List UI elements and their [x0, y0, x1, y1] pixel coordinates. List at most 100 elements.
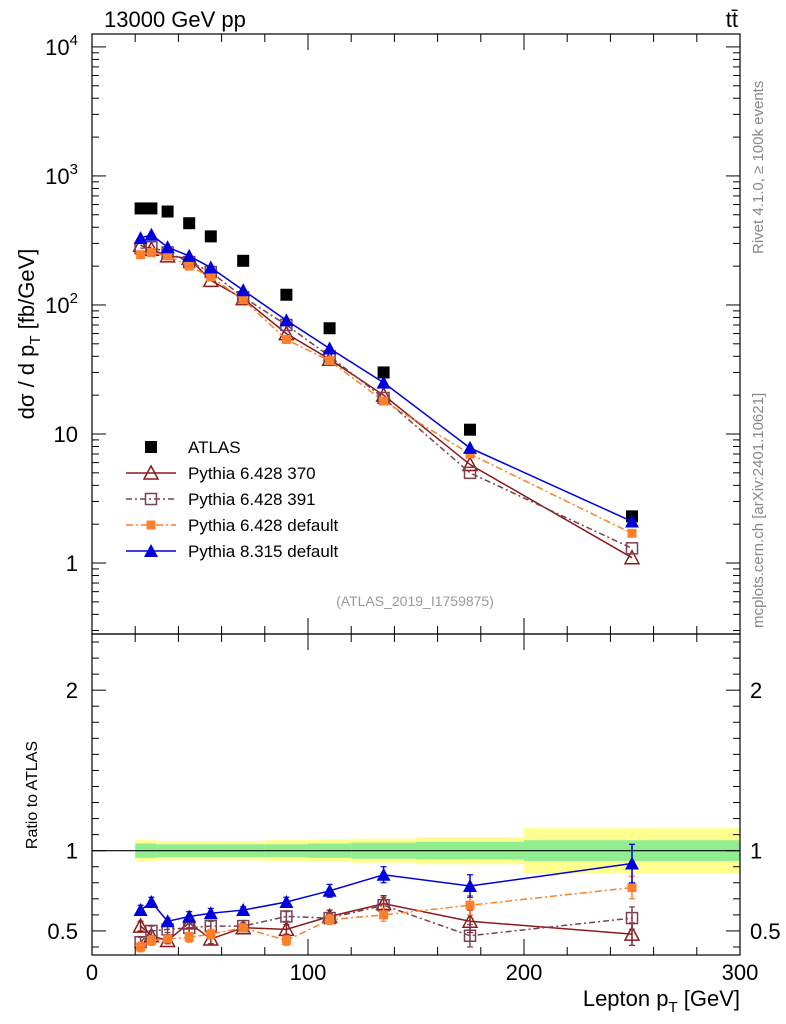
ratio-point-p370	[623, 925, 641, 941]
data-point-atlas	[280, 288, 293, 301]
data-point-p6def	[206, 272, 216, 282]
data-point-p8def	[203, 260, 218, 274]
data-point-p8def	[236, 283, 251, 297]
data-point-p6def	[627, 528, 637, 538]
data-point-p8def	[463, 440, 477, 454]
main-y-axis-label: dσ / d pT [fb/GeV]	[14, 249, 44, 420]
series-p6def	[136, 248, 637, 538]
ratio-point-p8def	[133, 903, 148, 917]
legend-label: Pythia 8.315 default	[188, 542, 339, 561]
legend-marker	[144, 544, 158, 557]
legend-label: Pythia 6.428 default	[188, 516, 339, 535]
data-point-p6def	[325, 356, 335, 366]
ratio-point-p6def	[325, 915, 335, 925]
ratio-point-p6def	[379, 910, 389, 920]
ratio-point-p8def	[625, 856, 639, 870]
ratio-point-p6def	[281, 936, 291, 946]
data-point-p6def	[281, 334, 291, 344]
data-point-p8def	[133, 231, 148, 245]
mcplots-label: mcplots.cern.ch [arXiv:2401.10621]	[750, 393, 767, 628]
data-point-atlas	[145, 202, 158, 215]
ratio-point-p6def	[238, 923, 248, 933]
ratio-y-tick-label: 0.5	[47, 919, 78, 944]
main-x-axis	[91, 34, 741, 634]
ratio-point-p6def	[146, 936, 156, 946]
ratio-point-p391	[625, 911, 639, 925]
ratio-point-p6def	[206, 929, 216, 939]
x-tick-label: 300	[722, 960, 759, 985]
data-point-p6def	[163, 251, 173, 261]
ratio-point-p6def	[627, 883, 637, 893]
x-tick-label: 100	[290, 960, 327, 985]
series-p8def	[133, 227, 639, 528]
ratio-point-p6def	[136, 942, 146, 952]
main-y-tick-label: 103	[45, 161, 78, 189]
ratio-y-tick-label-right: 2	[750, 678, 762, 703]
ratio-point-p6def	[184, 932, 194, 942]
legend: ATLAS Pythia 6.428 370 Pythia 6.428 391 Pyt…	[126, 438, 339, 561]
ratio-point-p8def	[144, 895, 159, 909]
series-atlas	[134, 202, 638, 523]
legend-label: ATLAS	[188, 438, 241, 457]
data-point-atlas	[204, 230, 217, 243]
main-y-axis: 1 10 102 103 104	[45, 32, 740, 632]
ratio-series-p8def	[133, 843, 639, 928]
data-point-p6def	[136, 250, 146, 260]
legend-label: Pythia 6.428 370	[188, 464, 316, 483]
ratio-y-tick-label: 2	[66, 678, 78, 703]
rivet-version-label: Rivet 4.1.0, ≥ 100k events	[750, 81, 767, 254]
energy-label: 13000 GeV pp	[104, 7, 246, 32]
data-point-atlas	[377, 366, 390, 379]
legend-marker	[142, 464, 160, 480]
data-point-atlas	[323, 322, 336, 335]
data-point-p370	[623, 549, 641, 565]
data-point-atlas	[161, 205, 174, 218]
main-y-tick-label: 102	[45, 290, 78, 318]
ratio-point-p8def	[279, 895, 294, 909]
data-point-p391	[463, 466, 477, 480]
data-point-atlas	[237, 254, 250, 267]
ratio-point-p8def	[182, 909, 197, 923]
process-label: tt̄	[726, 7, 738, 32]
legend-item-atlas: ATLAS	[145, 438, 241, 457]
data-point-p8def	[144, 227, 159, 241]
data-point-p6def	[379, 396, 389, 406]
x-axis-label: Lepton pT [GeV]	[583, 986, 740, 1016]
main-y-tick-label: 1	[66, 551, 78, 576]
ratio-point-p6def	[465, 900, 475, 910]
data-point-p391	[625, 542, 639, 555]
ratio-point-p370	[132, 917, 149, 933]
ratio-point-p391	[463, 929, 477, 942]
ratio-y-tick-label-right: 0.5	[750, 919, 781, 944]
legend-item-p8def: Pythia 8.315 default	[126, 542, 339, 561]
legend-item-p370: Pythia 6.428 370	[126, 464, 316, 483]
data-point-p8def	[322, 341, 337, 355]
ratio-point-p6def	[163, 934, 173, 944]
ratio-point-p8def	[463, 878, 477, 892]
ratio-point-p8def	[376, 867, 391, 881]
analysis-id-label: (ATLAS_2019_I1759875)	[336, 593, 494, 609]
x-tick-label: 200	[506, 960, 543, 985]
data-point-atlas	[183, 217, 196, 230]
ratio-y-axis-label: Ratio to ATLAS	[24, 741, 41, 849]
main-y-tick-label: 104	[45, 32, 78, 60]
legend-marker	[144, 492, 158, 506]
main-y-tick-label: 10	[54, 422, 78, 447]
legend-label: Pythia 6.428 391	[188, 490, 316, 509]
ratio-panel-frame	[91, 633, 741, 956]
ratio-x-axis	[91, 634, 741, 955]
ratio-y-tick-label: 1	[66, 839, 78, 864]
legend-item-p6def: Pythia 6.428 default	[126, 516, 339, 535]
ratio-point-p8def	[236, 903, 251, 917]
data-point-atlas	[464, 423, 476, 436]
data-point-p8def	[160, 240, 175, 254]
x-tick-label: 0	[86, 960, 98, 985]
legend-marker	[145, 441, 157, 453]
data-point-p8def	[182, 248, 197, 262]
data-point-p370	[461, 455, 479, 472]
data-point-p6def	[238, 295, 248, 305]
legend-marker	[146, 520, 156, 530]
data-point-p8def	[279, 313, 294, 327]
ratio-y-tick-label-right: 1	[750, 839, 762, 864]
